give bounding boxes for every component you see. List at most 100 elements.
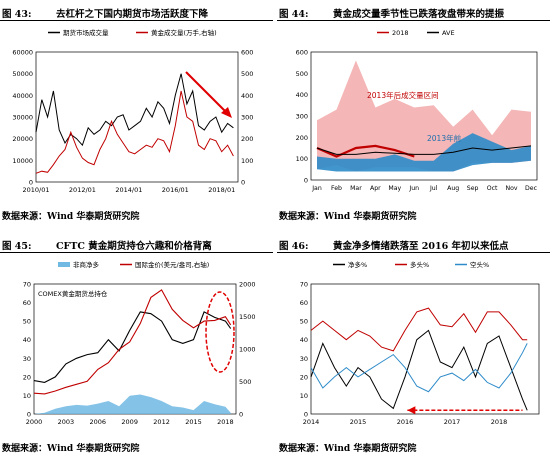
x-tick-label: 2009 [121,418,138,426]
legend-label: AVE [442,29,455,37]
y-tick-label: 300 [296,113,308,121]
x-tick-label: 2015 [185,418,202,426]
source-note: 数据来源：Wind 华泰期货研究院 [2,212,140,222]
pre-2013-band [317,133,531,172]
legend-label: 净多% [348,260,367,269]
y-tick-label: 600 [296,49,308,57]
source-note: 数据来源：Wind 华泰期货研究院 [2,444,140,454]
legend-label: 国际金价(美元/盎司,右轴) [135,260,209,269]
x-tick-label: May [388,185,401,192]
panel-title: 图 43: 去杠杆之下国内期货市场活跃度下降 [0,4,273,21]
y-tick-label: 40000 [12,92,33,100]
y-tick-label: 10 [23,392,31,400]
y-tick-label: 60000 [12,49,33,57]
source-note: 数据来源：Wind 华泰期货研究院 [279,212,417,222]
figure-number: 图 43: [2,9,32,20]
net-long-area [34,394,231,414]
y-tick-label: 500 [296,70,308,78]
y-tick-label: 60 [300,299,308,307]
series-line [310,307,528,352]
y2-tick-label: 500 [239,378,251,386]
reference-arrowhead [407,406,416,415]
legend-label: 期货市场成交量 [63,28,109,37]
y-tick-label: 20000 [12,135,33,143]
y-tick-label: 30000 [12,114,33,122]
y2-tick-label: 0 [241,179,245,187]
series-line [310,329,528,411]
figure-number: 图 45: [2,241,32,252]
x-tick-label: 2016/01 [162,186,189,194]
y-tick-label: 50 [300,318,308,326]
plot-frame [310,283,540,415]
chart-45: 0 10 20 30 40 50 60 70 0 500 1000 1500 2000 2000 2003 2… [23,260,256,426]
x-tick-label: Sep [467,185,479,192]
y-tick-label: 40 [23,336,31,344]
y2-tick-label: 1000 [239,346,256,354]
y-tick-label: 20 [300,373,308,381]
series-line [316,145,532,155]
annotation-label: 2013年前 [427,133,462,143]
legend-label: 黄金成交量(万手,右轴) [151,28,217,37]
y2-tick-label: 0 [239,411,243,419]
panel-title: 图 45: CFTC 黄金期货持仓六趣和价格背离 [0,236,273,253]
figure-title: CFTC 黄金期货持仓六趣和价格背离 [56,241,212,252]
y2-tick-label: 300 [241,114,253,122]
y-tick-label: 30 [300,355,308,363]
figure-title: 黄金成交量季节性已跌落夜盘带来的提振 [333,9,505,20]
panel-43: 图 43: 去杠杆之下国内期货市场活跃度下降 0 10000 20000 30000 4… [0,0,273,230]
x-tick-label: Mar [350,185,362,192]
x-tick-label: 2000 [26,418,43,426]
chart-43: 0 10000 20000 30000 40000 50000 60000 0 100 200 30… [12,28,253,194]
x-tick-label: 2012/01 [69,186,96,194]
y2-tick-label: 200 [241,135,253,143]
x-tick-label: 2018 [217,418,234,426]
y-tick-label: 40 [300,336,308,344]
x-tick-label: Jun [408,185,419,192]
y-tick-label: 0 [304,411,308,419]
figure-title: 去杠杆之下国内期货市场活跃度下降 [56,9,209,20]
series-line [33,311,232,383]
panel-title: 图 46: 黄金净多情绪跌落至 2016 年初以来低点 [277,236,550,253]
legend-label: 2018 [392,29,409,37]
x-tick-label: 2015 [350,418,367,426]
annotation-label: 2013年后成交量区间 [367,90,439,100]
annotation-label: COMEX黄金期货总持仓 [38,289,108,298]
x-tick-label: Oct [487,185,498,192]
y2-tick-label: 1500 [239,313,256,321]
legend-label: 多头% [410,260,429,269]
x-tick-label: Apr [370,185,381,192]
figure-number: 图 46: [279,241,309,252]
x-tick-label: 2017 [444,418,461,426]
panel-46: 图 46: 黄金净多情绪跌落至 2016 年初以来低点 0 10 20 30 40 50 6… [277,232,550,462]
y-tick-label: 0 [29,179,33,187]
y-tick-label: 0 [27,411,31,419]
series-line [35,90,234,174]
x-tick-label: 2014 [303,418,320,426]
y2-tick-label: 600 [241,49,253,57]
x-tick-label: 2014/01 [115,186,142,194]
y-tick-label: 200 [296,134,308,142]
plot-frame [35,51,239,183]
x-tick-label: 2018 [491,418,508,426]
x-tick-label: 2006 [90,418,107,426]
y-tick-label: 30 [23,355,31,363]
figure-title: 黄金净多情绪跌落至 2016 年初以来低点 [333,241,509,252]
y-tick-label: 70 [300,281,308,289]
figure-number: 图 44: [279,9,309,20]
x-tick-label: 2003 [58,418,75,426]
y-tick-label: 10000 [12,157,33,165]
x-tick-label: Jan [311,185,322,192]
series-line [35,73,234,147]
y-tick-label: 400 [296,91,308,99]
x-tick-label: Dec [525,185,538,192]
plot-frame [33,283,237,415]
chart-46: 0 10 20 30 40 50 60 70 2014 2015 2016 2017 2018 净多% 多头… [300,260,540,426]
x-tick-label: Jul [429,185,438,192]
legend-label: 非商净多 [73,260,100,269]
x-tick-label: 2010/01 [22,186,49,194]
series-line [33,289,232,395]
series-line [316,144,415,158]
x-tick-label: 2012 [153,418,170,426]
y2-tick-label: 500 [241,70,253,78]
x-tick-label: 2016 [397,418,414,426]
